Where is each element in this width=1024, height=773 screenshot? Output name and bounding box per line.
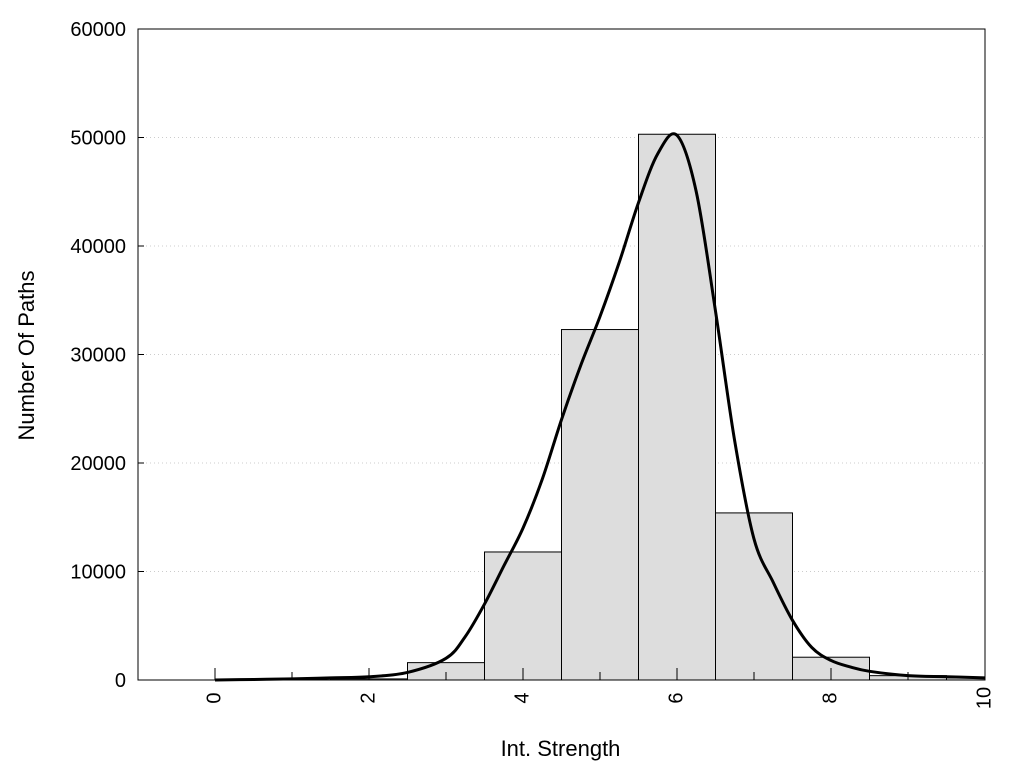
y-tick-label-3: 30000 <box>70 345 126 367</box>
x-tick-label-0: 0 <box>203 692 225 703</box>
x-axis-label: Int. Strength <box>501 736 621 761</box>
y-tick-label-5: 50000 <box>70 128 126 150</box>
x-tick-label-2: 4 <box>511 692 533 703</box>
y-tick-label-0: 0 <box>115 670 126 692</box>
density-curve-line <box>214 132 986 682</box>
x-tick-label-4: 8 <box>819 692 841 703</box>
y-tick-label-2: 20000 <box>70 453 126 475</box>
y-axis-label: Number Of Paths <box>14 271 39 441</box>
x-tick-label-3: 6 <box>665 692 687 703</box>
y-tick-label-4: 40000 <box>70 236 126 258</box>
x-tick-label-5: 10 <box>973 687 995 709</box>
y-tick-label-6: 60000 <box>70 19 126 41</box>
histogram-bar-6 <box>638 133 716 681</box>
y-axis-ticks: 0 10000 20000 30000 40000 50000 60000 <box>70 19 144 692</box>
density-curve <box>214 132 986 682</box>
y-tick-label-1: 10000 <box>70 562 126 584</box>
histogram-bar-4 <box>484 551 562 681</box>
x-tick-label-1: 2 <box>357 692 379 703</box>
histogram-bars <box>330 133 986 681</box>
histogram-bar-5 <box>561 329 639 681</box>
x-axis-ticks: 0 2 4 6 8 10 <box>203 668 995 709</box>
